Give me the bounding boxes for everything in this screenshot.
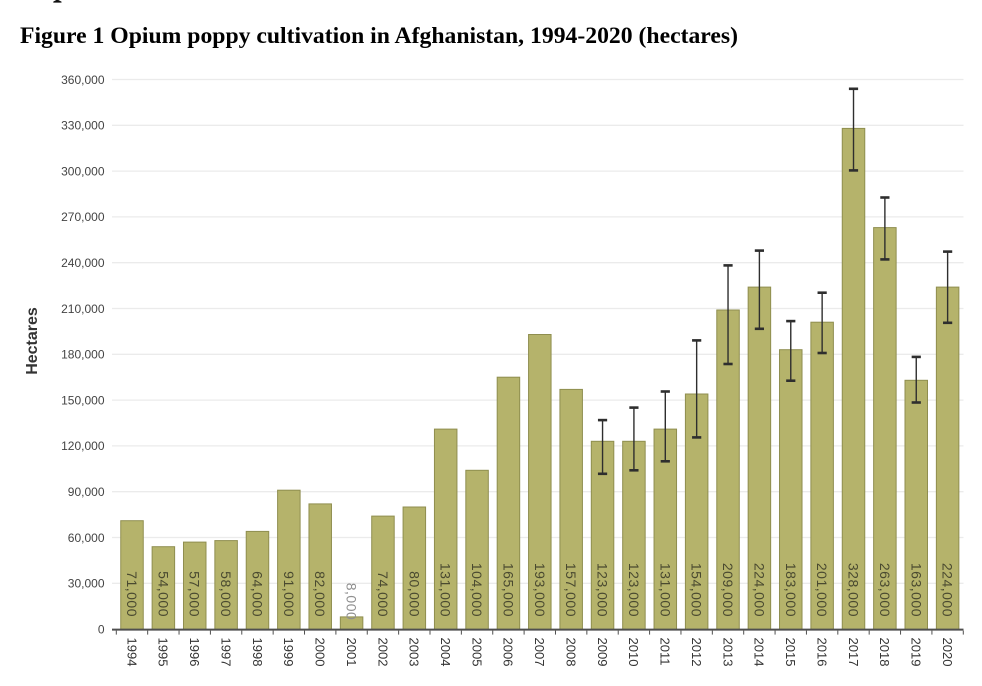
svg-text:2015: 2015 [783,638,798,667]
svg-text:Hectares: Hectares [24,307,41,375]
svg-text:Figure 1 Opium poppy cultivati: Figure 1 Opium poppy cultivation in Afgh… [20,23,738,48]
svg-text:131,000: 131,000 [657,563,673,617]
svg-text:193,000: 193,000 [532,563,548,617]
svg-text:64,000: 64,000 [249,571,265,617]
svg-text:0: 0 [98,622,105,636]
svg-text:157,000: 157,000 [563,563,579,617]
svg-text:180,000: 180,000 [61,348,105,362]
svg-text:80,000: 80,000 [406,571,422,617]
svg-text:165,000: 165,000 [500,563,516,617]
svg-text:201,000: 201,000 [814,563,830,617]
svg-text:154,000: 154,000 [689,563,705,617]
svg-text:8,000: 8,000 [344,583,360,621]
svg-text:2013: 2013 [720,638,735,667]
svg-text:224,000: 224,000 [940,563,956,617]
svg-text:263,000: 263,000 [877,563,893,617]
svg-text:90,000: 90,000 [68,485,105,499]
svg-text:1999: 1999 [281,638,296,667]
svg-text:2010: 2010 [626,638,641,667]
svg-text:2012: 2012 [689,638,704,667]
svg-text:71,000: 71,000 [124,571,140,617]
svg-text:123,000: 123,000 [595,563,611,617]
svg-text:270,000: 270,000 [61,210,105,224]
svg-text:2018: 2018 [877,638,892,667]
svg-text:163,000: 163,000 [908,563,924,617]
svg-text:82,000: 82,000 [312,571,328,617]
svg-text:1995: 1995 [156,638,171,667]
svg-text:123,000: 123,000 [626,563,642,617]
svg-text:210,000: 210,000 [61,302,105,316]
svg-text:2001: 2001 [344,638,359,667]
svg-text:2019: 2019 [909,638,924,667]
svg-text:2014: 2014 [752,638,767,667]
svg-text:224,000: 224,000 [751,563,767,617]
svg-text:58,000: 58,000 [218,571,234,617]
svg-text:2020: 2020 [940,638,955,667]
svg-text:330,000: 330,000 [61,119,105,133]
svg-text:2009: 2009 [595,638,610,667]
svg-text:360,000: 360,000 [61,73,105,87]
svg-text:2003: 2003 [407,638,422,667]
svg-text:2006: 2006 [501,638,516,667]
svg-text:1996: 1996 [187,638,202,667]
svg-text:2002: 2002 [375,638,390,667]
svg-text:150,000: 150,000 [61,393,105,407]
svg-text:30,000: 30,000 [68,577,105,591]
svg-text:104,000: 104,000 [469,563,485,617]
svg-text:2017: 2017 [846,638,861,667]
svg-text:91,000: 91,000 [281,571,297,617]
svg-text:2011: 2011 [658,638,673,666]
svg-text:2016: 2016 [814,638,829,667]
svg-text:1994: 1994 [124,638,139,667]
svg-text:60,000: 60,000 [68,531,105,545]
svg-text:1997: 1997 [218,638,233,667]
svg-text:2004: 2004 [438,638,453,667]
svg-text:240,000: 240,000 [61,256,105,270]
svg-text:2005: 2005 [469,638,484,667]
svg-text:183,000: 183,000 [783,563,799,617]
svg-text:300,000: 300,000 [61,164,105,178]
svg-text:328,000: 328,000 [846,563,862,617]
svg-text:54,000: 54,000 [155,571,171,617]
svg-text:74,000: 74,000 [375,571,391,617]
svg-text:1998: 1998 [250,638,265,667]
svg-text:57,000: 57,000 [187,571,203,617]
svg-text:2008: 2008 [563,638,578,667]
svg-text:120,000: 120,000 [61,439,105,453]
svg-text:2000: 2000 [313,638,328,667]
svg-text:2007: 2007 [532,638,547,667]
svg-text:209,000: 209,000 [720,563,736,617]
svg-text:131,000: 131,000 [438,563,454,617]
